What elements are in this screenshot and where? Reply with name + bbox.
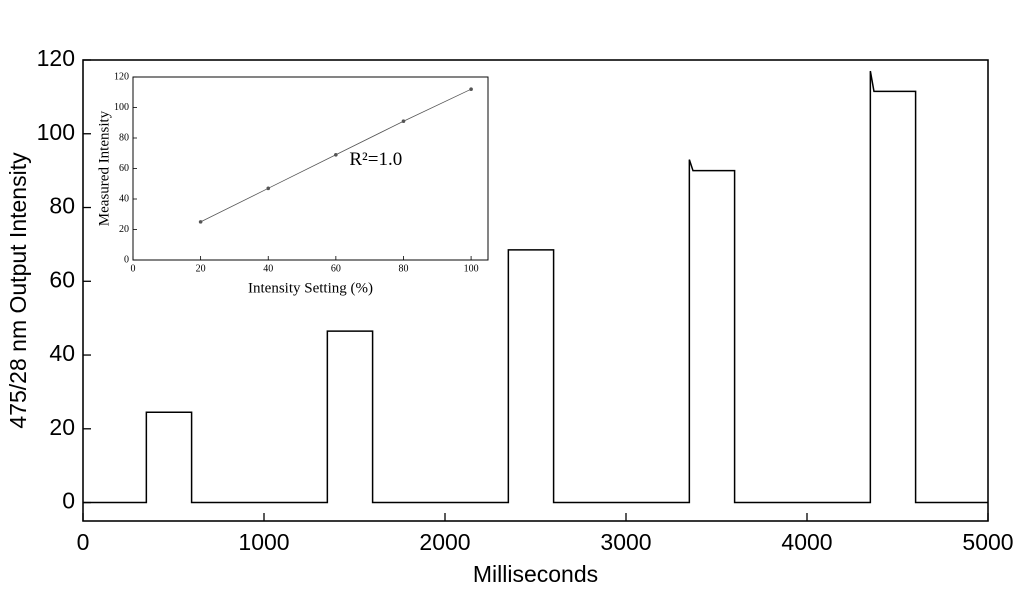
x-tick-label: 80 (398, 263, 408, 274)
x-tick-label: 0 (77, 529, 90, 555)
x-tick-label: 20 (196, 263, 206, 274)
x-tick-label: 4000 (781, 529, 832, 555)
y-tick-label: 120 (114, 71, 129, 82)
inset-chart: 0 20 40 60 80 100 0 20 40 60 80 100 120 Intensity Set… (96, 71, 489, 296)
x-tick-label: 100 (464, 263, 479, 274)
x-tick-label: 40 (263, 263, 273, 274)
y-tick-label: 40 (119, 193, 129, 204)
y-tick-label: 60 (49, 266, 75, 292)
y-axis-label: Measured Intensity (96, 110, 112, 226)
x-tick-label: 3000 (600, 529, 651, 555)
x-axis-label: Milliseconds (473, 561, 598, 587)
y-tick-label: 20 (119, 224, 129, 235)
x-tick-label: 0 (131, 263, 136, 274)
y-tick-label: 80 (49, 193, 75, 219)
x-axis-label: Intensity Setting (%) (248, 280, 373, 296)
x-tick-label: 60 (331, 263, 341, 274)
data-point (198, 220, 203, 224)
y-tick-label: 0 (62, 488, 75, 514)
data-point (334, 152, 338, 157)
data-point (469, 87, 473, 91)
data-point (401, 119, 406, 124)
x-tick-label: 1000 (238, 529, 289, 555)
y-tick-label: 100 (37, 119, 75, 145)
y-tick-label: 60 (119, 163, 129, 174)
annotation: R²=1.0 (349, 149, 402, 170)
inset-background (133, 77, 488, 260)
plot-frame (82, 59, 989, 522)
main-chart: 0 1000 2000 3000 4000 5000020406080100120Mill… (5, 45, 1014, 587)
y-tick-label: 0 (124, 254, 129, 265)
x-tick-label: 2000 (419, 529, 470, 555)
y-tick-label: 100 (114, 102, 129, 113)
y-axis-label: 475/28 nm Output Intensity (5, 152, 31, 429)
y-tick-label: 20 (49, 414, 75, 440)
y-tick-label: 120 (37, 45, 75, 71)
data-point (266, 186, 271, 191)
data-line (83, 70, 988, 504)
y-tick-label: 80 (119, 132, 129, 143)
x-tick-label: 5000 (962, 529, 1013, 555)
y-tick-label: 40 (49, 340, 75, 366)
